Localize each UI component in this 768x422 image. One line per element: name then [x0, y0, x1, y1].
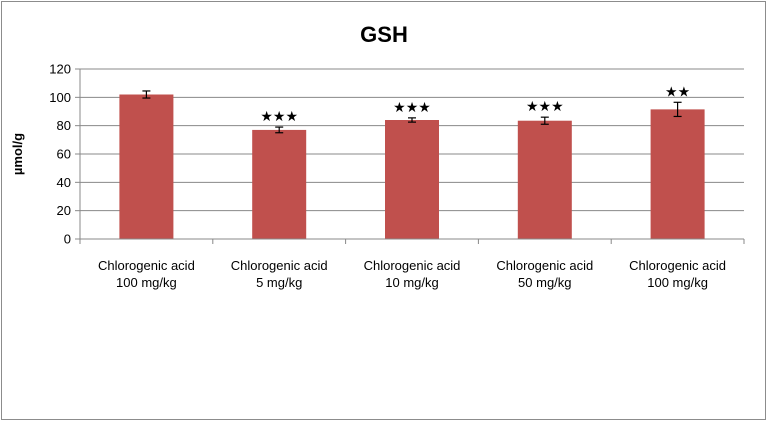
y-tick-label: 80	[57, 118, 71, 133]
y-tick-label: 100	[49, 90, 71, 105]
y-tick-label: 60	[57, 147, 71, 162]
error-bar	[540, 116, 549, 125]
bar	[650, 109, 705, 239]
significance-marker: ★★	[665, 83, 690, 99]
error-bar	[408, 117, 416, 123]
x-tick-label: Chlorogenic acid 10 mg/kg	[364, 258, 461, 290]
significance-marker: ★★★	[526, 98, 564, 114]
y-axis-label: µmol/g	[10, 133, 25, 175]
x-tick-label: Chlorogenic acid 50 mg/kg	[496, 258, 593, 290]
x-tick-label: Chlorogenic acid 100 mg/kg	[629, 258, 726, 290]
x-tick-label: Chlorogenic acid 5 mg/kg	[231, 258, 328, 290]
error-bar	[673, 101, 682, 118]
y-tick-label: 40	[57, 175, 71, 190]
significance-marker: ★★★	[260, 108, 298, 124]
x-tick-label: Chlorogenic acid 100 mg/kg	[98, 258, 195, 290]
error-bar	[275, 126, 284, 134]
significance-marker: ★★★	[393, 99, 431, 115]
bar	[252, 129, 307, 239]
y-tick-label: 0	[64, 232, 71, 247]
y-tick-label: 120	[49, 62, 71, 77]
bar	[119, 94, 174, 239]
error-bar	[142, 90, 151, 99]
chart-title: GSH	[360, 22, 408, 47]
bar	[517, 120, 572, 239]
bar	[385, 120, 439, 239]
y-tick-label: 20	[57, 203, 71, 218]
